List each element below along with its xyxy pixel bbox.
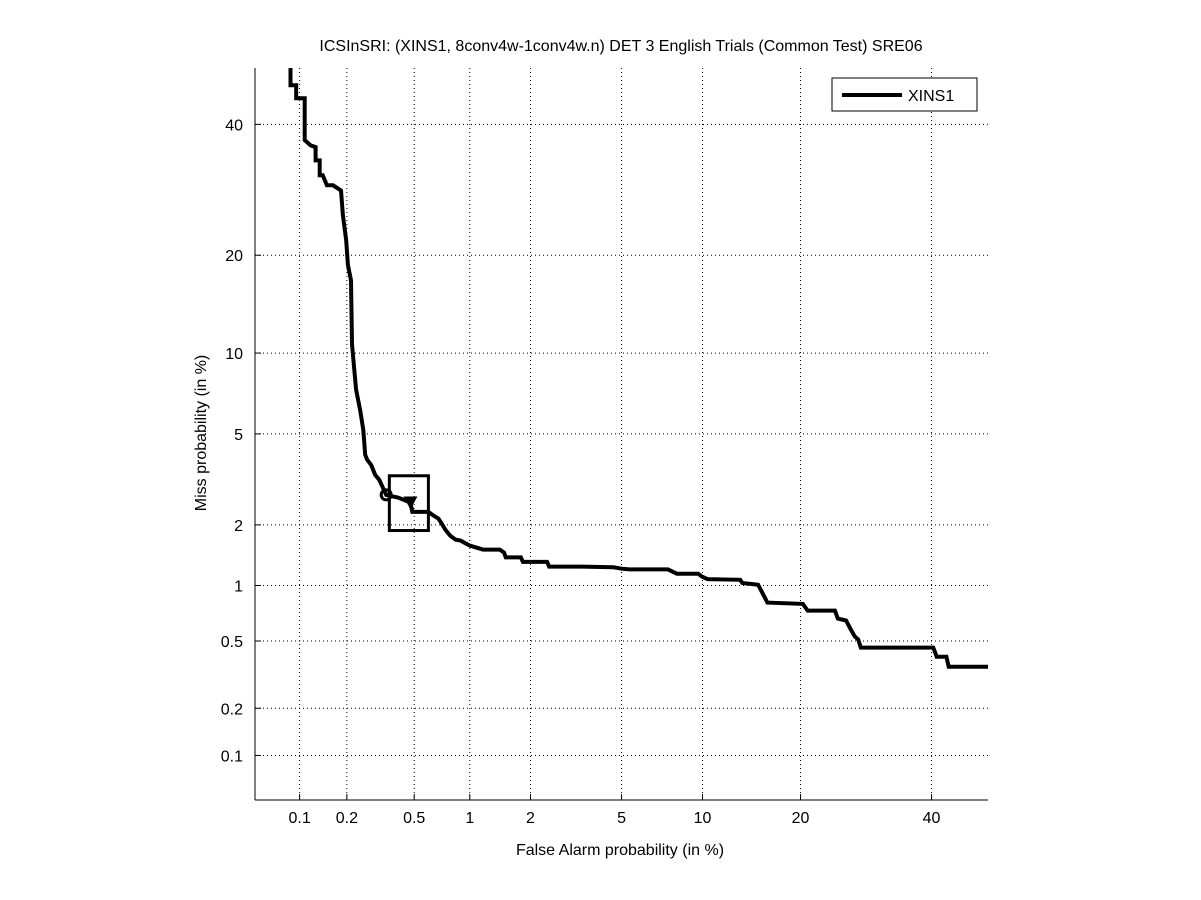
confidence-box — [387, 474, 430, 533]
x-tick-label: 10 — [694, 810, 712, 827]
y-tick-label: 10 — [225, 346, 243, 363]
y-tick-label: 1 — [234, 579, 243, 596]
legend-label: XINS1 — [908, 88, 954, 105]
y-axis-label: Miss probability (in %) — [193, 355, 210, 511]
y-tick-label: 0.5 — [221, 634, 243, 651]
min-dcf-circle-marker — [379, 488, 393, 502]
x-tick-label: 5 — [617, 810, 626, 827]
actual-dcf-triangle-marker — [403, 496, 418, 510]
legend: XINS1 — [831, 77, 978, 112]
y-tick-label: 0.1 — [221, 748, 243, 765]
tick-labels: 0.1 0.2 0.5 1 2 5 10 20 40 0.1 0.2 0.5 1 2 5 10 20 40 — [221, 117, 941, 827]
x-tick-label: 2 — [526, 810, 535, 827]
x-tick-label: 0.2 — [336, 810, 358, 827]
y-tick-label: 0.2 — [221, 701, 243, 718]
x-tick-label: 0.5 — [403, 810, 425, 827]
y-tick-label: 5 — [234, 427, 243, 444]
y-tick-label: 40 — [225, 117, 243, 134]
y-tick-label: 20 — [225, 248, 243, 265]
axes — [254, 68, 988, 801]
series-layer — [288, 68, 988, 669]
chart-title: ICSInSRI: (XINS1, 8conv4w-1conv4w.n) DET… — [319, 38, 922, 55]
det-curve-xins1 — [288, 68, 988, 669]
x-tick-label: 0.1 — [288, 810, 310, 827]
x-tick-label: 40 — [923, 810, 941, 827]
x-tick-label: 20 — [792, 810, 810, 827]
x-axis-label: False Alarm probability (in %) — [516, 842, 724, 859]
y-tick-label: 2 — [234, 518, 243, 535]
x-tick-label: 1 — [465, 810, 474, 827]
